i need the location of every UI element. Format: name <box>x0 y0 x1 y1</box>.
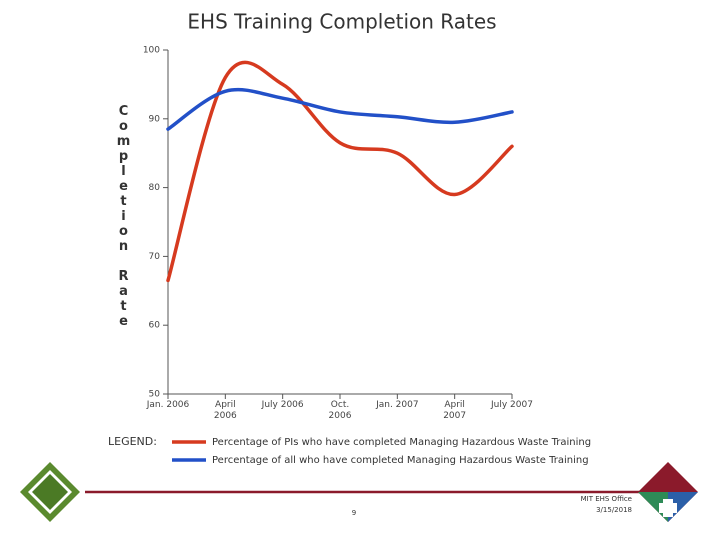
x-tick-label: April 2007 <box>443 400 467 421</box>
y-tick-label: 60 <box>149 321 161 331</box>
x-tick-label: Oct. 2006 <box>328 400 352 421</box>
legend-label: Percentage of all who have completed Man… <box>212 455 589 466</box>
legend-title: LEGEND: <box>108 435 157 448</box>
x-tick-label: Jan. 2007 <box>376 400 419 410</box>
chart-title: EHS Training Completion Rates <box>187 10 496 34</box>
y-tick-label: 80 <box>149 183 161 193</box>
y-tick-label: 90 <box>149 114 161 124</box>
y-axis-label: Completion Rate <box>116 104 131 329</box>
right-logo <box>638 462 698 522</box>
x-tick-label: Jan. 2006 <box>146 400 190 410</box>
y-tick-label: 100 <box>143 46 160 56</box>
footer-date: 3/15/2018 <box>596 506 632 514</box>
y-tick-label: 50 <box>149 390 161 400</box>
footer-office: MIT EHS Office <box>581 495 632 503</box>
x-tick-label: July 2006 <box>261 400 304 410</box>
left-logo <box>20 462 80 522</box>
series-line <box>166 60 514 283</box>
series-line <box>166 87 514 131</box>
legend-label: Percentage of PIs who have completed Man… <box>212 437 591 448</box>
page-number: 9 <box>352 509 356 517</box>
x-tick-label: April 2006 <box>213 400 237 421</box>
y-tick-label: 70 <box>149 252 161 262</box>
x-tick-label: July 2007 <box>491 400 533 410</box>
